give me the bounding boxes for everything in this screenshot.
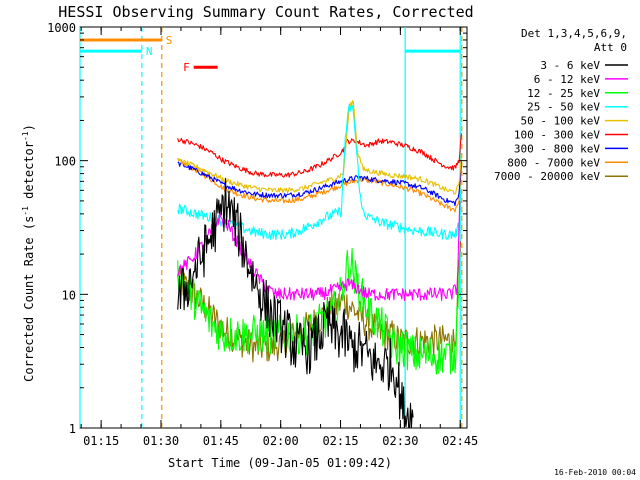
legend-label: 100 - 300 keV [514,129,600,142]
state-bar-label: S [166,34,173,47]
y-label-part3: ) [22,124,36,131]
legend-header-line1: Det 1,3,4,5,6,9, [521,27,627,40]
x-axis-label: Start Time (09-Jan-05 01:09:42) [168,456,392,470]
x-tick-label: 02:45 [442,434,478,448]
legend-label: 3 - 6 keV [540,59,600,72]
series-line [177,178,414,429]
y-tick-label: 1 [69,422,76,436]
x-tick-label: 02:30 [382,434,418,448]
legend-label: 50 - 100 keV [521,115,601,128]
x-tick-label: 02:15 [322,434,358,448]
x-tick-label: 01:45 [203,434,239,448]
legend-label: 25 - 50 keV [527,101,600,114]
legend-label: 800 - 7000 keV [507,156,600,169]
state-bars: SN F [80,34,461,74]
series-layer [177,100,462,429]
series-line [177,133,462,178]
legend-label: 6 - 12 keV [534,73,601,86]
x-tick-label: 01:15 [83,434,119,448]
legend-label: 12 - 25 keV [527,87,600,100]
legend-header-line2: Att 0 [594,41,627,54]
y-axis-label: Corrected Count Rate (s-1 detector-1) [21,124,36,382]
plot-area: SNF 01:15 01:30 01:45 02:00 02:15 02:30 02:45 … [47,21,478,448]
state-bar-label: N [146,45,153,58]
y-tick-label: 1000 [47,21,76,35]
series-line [177,103,462,241]
y-label-part2: detector [22,141,36,206]
legend-label: 7000 - 20000 keV [494,170,600,183]
series-line [177,100,462,195]
chart-title: HESSI Observing Summary Count Rates, Cor… [58,3,473,21]
vertical-markers [79,27,463,428]
series-line [177,160,462,207]
series-line [177,157,462,213]
x-tick-label: 02:00 [263,434,299,448]
x-axis-ticks: 01:15 01:30 01:45 02:00 02:15 02:30 02:45 [80,27,478,448]
footer-timestamp: 16-Feb-2010 00:04 [554,468,636,477]
y-label-part1: Corrected Count Rate (s [22,216,36,382]
legend-label: 300 - 800 keV [514,142,600,155]
series-line [177,200,461,302]
y-tick-label: 10 [62,288,76,302]
y-axis-ticks: 1 10 100 1000 [47,21,467,436]
y-label-sup1: -1 [21,206,30,216]
state-bar-label: F [183,61,190,74]
series-line [177,247,461,375]
y-label-sup2: -1 [21,131,30,141]
y-tick-label: 100 [54,155,76,169]
x-tick-label: 01:30 [143,434,179,448]
